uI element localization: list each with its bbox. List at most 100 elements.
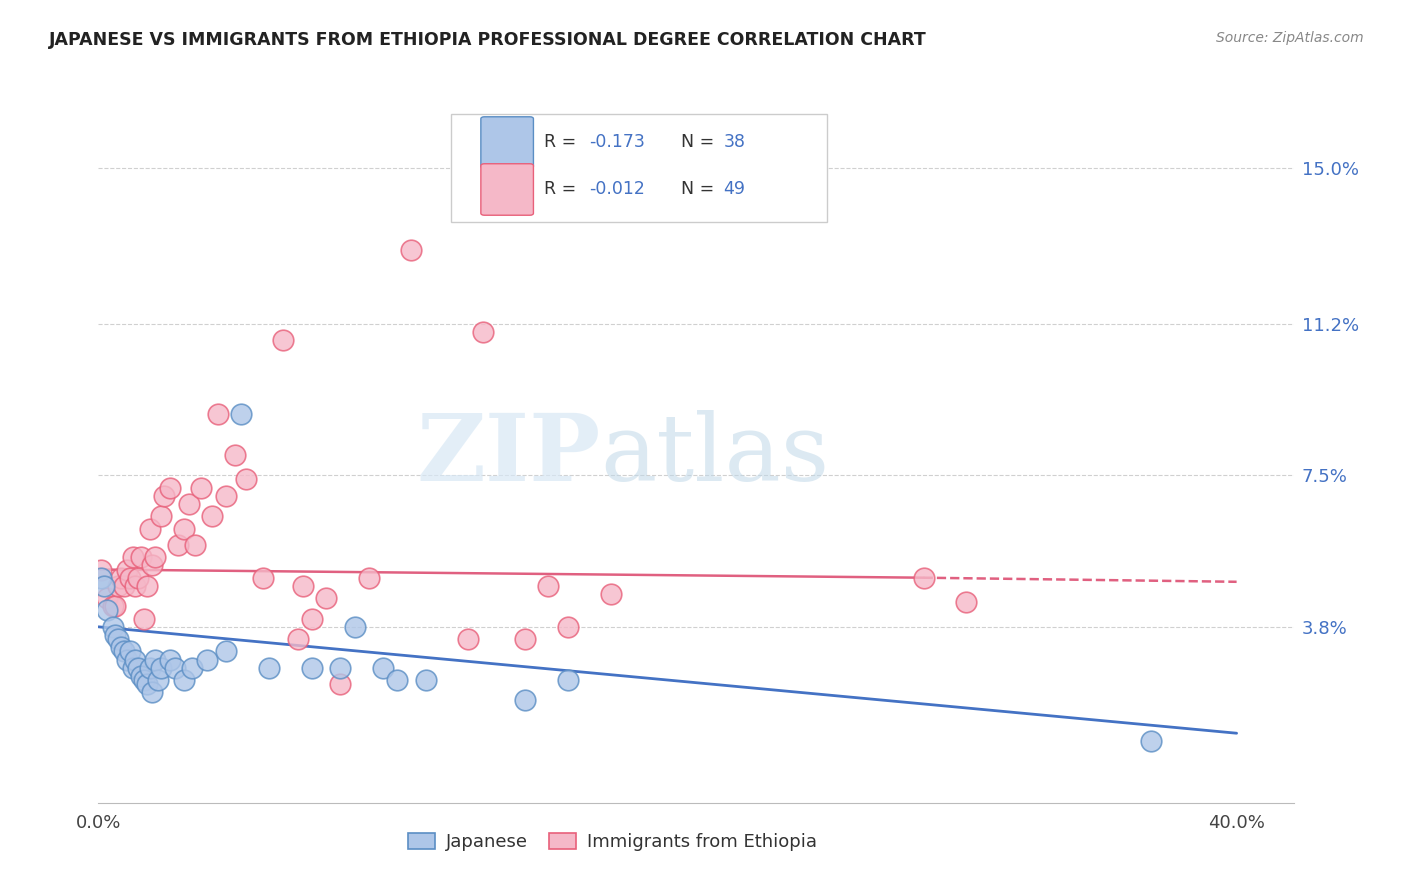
Point [201,509,224,524]
Point [215,644,238,658]
Point [138,661,160,675]
Point [471,325,494,339]
Point [141,685,163,699]
Point [207,407,229,421]
Point [165,661,187,675]
Point [315,591,337,606]
Point [235,473,257,487]
Point [138,522,160,536]
Legend: Japanese, Immigrants from Ethiopia: Japanese, Immigrants from Ethiopia [398,823,827,860]
Point [135,677,157,691]
Text: ZIP: ZIP [416,410,600,500]
Point [343,620,366,634]
Point [215,489,238,503]
Point [121,661,143,675]
Point [112,579,135,593]
Point [107,632,129,646]
Point [252,571,274,585]
Point [385,673,409,687]
Point [292,579,315,593]
Point [224,448,246,462]
Text: N =: N = [669,133,720,151]
Point [167,538,190,552]
Text: R =: R = [544,133,582,151]
Point [104,599,127,614]
Point [101,599,124,614]
Point [371,661,394,675]
Point [955,595,977,609]
Text: Source: ZipAtlas.com: Source: ZipAtlas.com [1216,31,1364,45]
Point [143,550,166,565]
Point [1140,734,1163,748]
Point [90,562,112,576]
Point [141,558,163,573]
Point [104,628,127,642]
Point [273,334,295,348]
Point [173,673,195,687]
Point [912,571,935,585]
Point [129,550,152,565]
Point [257,661,280,675]
Point [329,677,352,691]
Point [96,591,118,606]
Point [150,661,173,675]
Point [124,652,146,666]
Point [179,497,201,511]
Point [90,571,112,585]
Point [112,644,135,658]
Point [457,632,479,646]
Point [599,587,621,601]
Point [124,579,146,593]
Point [121,550,143,565]
Text: -0.012: -0.012 [589,179,645,198]
Point [184,538,207,552]
FancyBboxPatch shape [481,164,533,215]
Point [301,661,323,675]
Point [557,673,579,687]
Point [173,522,195,536]
Point [115,562,138,576]
Text: 38: 38 [724,133,745,151]
Text: atlas: atlas [600,410,830,500]
Point [127,661,149,675]
Point [110,571,132,585]
Point [153,489,176,503]
Point [132,612,155,626]
Point [107,579,129,593]
Point [118,571,141,585]
Text: 49: 49 [724,179,745,198]
FancyBboxPatch shape [481,117,533,169]
Text: JAPANESE VS IMMIGRANTS FROM ETHIOPIA PROFESSIONAL DEGREE CORRELATION CHART: JAPANESE VS IMMIGRANTS FROM ETHIOPIA PRO… [49,31,927,49]
Text: N =: N = [669,179,720,198]
Point [143,652,166,666]
Point [301,612,323,626]
Point [537,579,560,593]
Point [129,669,152,683]
Point [229,407,252,421]
Point [159,652,181,666]
Point [415,673,437,687]
Point [150,509,173,524]
Point [557,620,579,634]
Point [181,661,204,675]
Point [190,481,212,495]
Point [287,632,309,646]
Point [515,693,537,707]
Point [329,661,352,675]
Point [515,632,537,646]
Point [195,652,218,666]
Point [159,481,181,495]
Point [115,652,138,666]
Point [93,579,115,593]
Point [135,579,157,593]
Point [148,673,170,687]
Point [96,603,118,617]
Point [118,644,141,658]
Point [401,244,423,258]
Text: R =: R = [544,179,582,198]
Point [101,620,124,634]
Point [132,673,155,687]
Point [357,571,380,585]
Point [110,640,132,655]
FancyBboxPatch shape [451,114,827,222]
